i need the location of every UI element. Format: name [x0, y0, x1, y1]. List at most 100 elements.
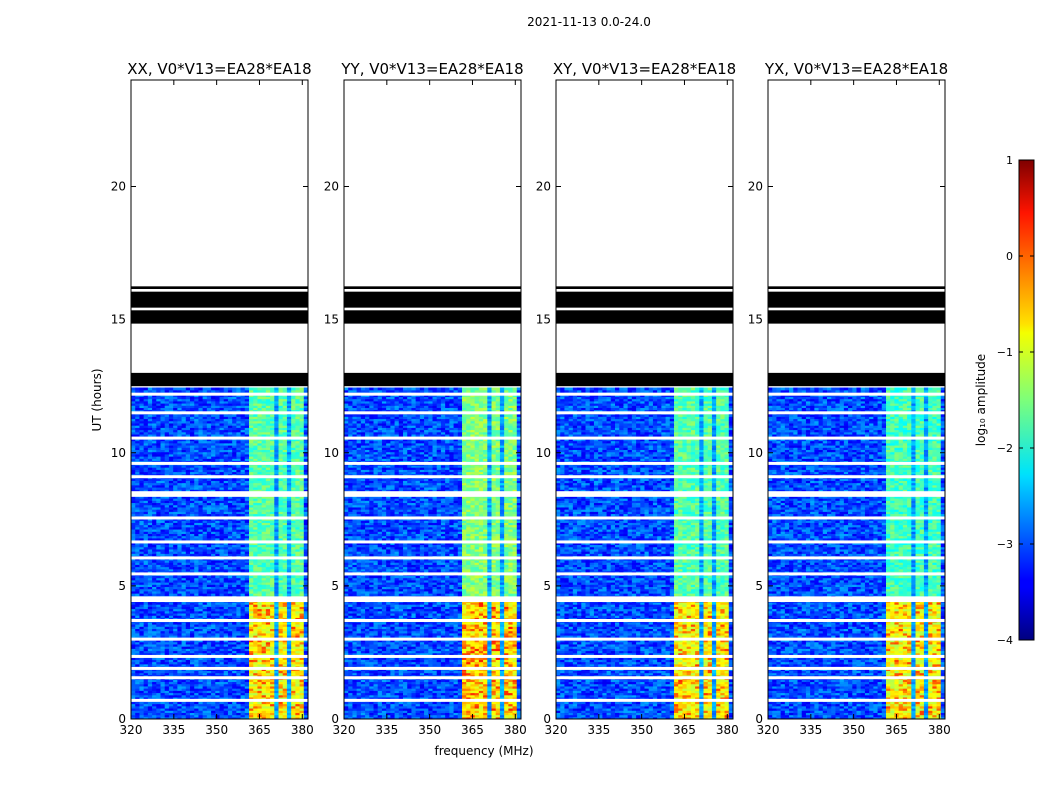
- heatmap-cell: [249, 575, 254, 579]
- heatmap-cell: [265, 579, 271, 583]
- heatmap-cell: [265, 588, 271, 592]
- heatmap-cell: [223, 584, 229, 588]
- heatmap-cell: [152, 535, 157, 539]
- heatmap-cell: [278, 663, 284, 667]
- heatmap-cell: [185, 710, 191, 713]
- heatmap-cell: [185, 480, 191, 484]
- heatmap-cell: [299, 685, 305, 689]
- heatmap-cell: [286, 464, 292, 468]
- heatmap-cell: [303, 612, 308, 616]
- heatmap-cell: [303, 500, 308, 504]
- heatmap-cell: [249, 581, 254, 585]
- heatmap-cell: [160, 511, 166, 515]
- heatmap-cell: [236, 710, 242, 713]
- heatmap-cell: [185, 663, 191, 667]
- heatmap-cell: [232, 710, 237, 713]
- heatmap-cell: [295, 533, 301, 537]
- heatmap-cell: [232, 643, 237, 647]
- heatmap-cell: [232, 681, 237, 685]
- heatmap-cell: [257, 674, 263, 678]
- heatmap-cell: [139, 685, 145, 689]
- heatmap-cell: [135, 478, 141, 481]
- heatmap-cell: [190, 484, 195, 488]
- heatmap-cell: [240, 643, 246, 647]
- heatmap-cell: [253, 696, 259, 700]
- heatmap-cell: [190, 500, 195, 504]
- heatmap-cell: [215, 498, 221, 501]
- heatmap-cell: [244, 621, 250, 625]
- heatmap-cell: [257, 509, 263, 512]
- heatmap-cell: [131, 478, 136, 481]
- heatmap-cell: [168, 670, 174, 674]
- heatmap-cell: [291, 542, 296, 546]
- heatmap-cell: [160, 581, 166, 585]
- heatmap-cell: [215, 612, 221, 616]
- heatmap-cell: [168, 553, 174, 557]
- heatmap-cell: [249, 489, 254, 492]
- heatmap-cell: [286, 526, 292, 530]
- heatmap-cell: [164, 714, 170, 718]
- heatmap-cell: [131, 712, 136, 716]
- heatmap-cell: [168, 588, 174, 592]
- heatmap-cell: [168, 615, 174, 618]
- heatmap-cell: [206, 608, 212, 612]
- heatmap-cell: [202, 502, 208, 506]
- heatmap-cell: [253, 502, 259, 506]
- heatmap-cell: [160, 674, 166, 678]
- heatmap-cell: [215, 509, 221, 512]
- heatmap-cell: [139, 639, 145, 643]
- heatmap-cell: [299, 498, 305, 501]
- heatmap-cell: [303, 564, 308, 568]
- heatmap-cell: [286, 635, 292, 638]
- heatmap-cell: [282, 657, 288, 660]
- heatmap-cell: [223, 513, 229, 517]
- heatmap-cell: [168, 486, 174, 490]
- heatmap-cell: [135, 506, 141, 510]
- heatmap-cell: [164, 564, 170, 568]
- heatmap-cell: [282, 705, 288, 709]
- heatmap-cell: [177, 553, 183, 557]
- heatmap-cell: [168, 694, 174, 698]
- heatmap-cell: [147, 584, 153, 588]
- heatmap-cell: [147, 670, 153, 674]
- heatmap-cell: [286, 688, 292, 691]
- heatmap-cell: [190, 546, 195, 550]
- heatmap-cell: [295, 522, 301, 526]
- heatmap-cell: [240, 467, 246, 470]
- heatmap-cell: [282, 606, 288, 610]
- heatmap-cell: [270, 537, 275, 541]
- heatmap-cell: [299, 604, 305, 607]
- heatmap-cell: [173, 577, 178, 581]
- heatmap-cell: [282, 584, 288, 588]
- heatmap-cell: [135, 617, 141, 621]
- heatmap-cell: [190, 498, 195, 501]
- heatmap-cell: [227, 480, 233, 484]
- heatmap-cell: [177, 679, 183, 683]
- heatmap-cell: [177, 632, 183, 636]
- heatmap-cell: [219, 511, 225, 515]
- heatmap-cell: [295, 630, 301, 634]
- heatmap-cell: [299, 615, 305, 618]
- heatmap-cell: [147, 522, 153, 526]
- heatmap-cell: [143, 648, 149, 652]
- heatmap-cell: [240, 484, 246, 488]
- heatmap-cell: [181, 615, 187, 618]
- heatmap-cell: [173, 579, 178, 583]
- heatmap-cell: [168, 672, 174, 676]
- heatmap-cell: [173, 544, 178, 548]
- heatmap-cell: [236, 714, 242, 718]
- heatmap-cell: [223, 566, 229, 570]
- heatmap-cell: [240, 528, 246, 532]
- heatmap-cell: [211, 586, 216, 590]
- heatmap-cell: [257, 648, 263, 652]
- heatmap-cell: [173, 663, 178, 667]
- heatmap-cell: [160, 639, 166, 643]
- heatmap-cell: [223, 615, 229, 618]
- heatmap-cell: [249, 626, 254, 629]
- heatmap-cell: [164, 533, 170, 537]
- heatmap-cell: [147, 542, 153, 546]
- heatmap-cell: [156, 612, 162, 616]
- heatmap-cell: [274, 581, 280, 585]
- heatmap-cell: [215, 546, 221, 550]
- heatmap-cell: [202, 626, 208, 629]
